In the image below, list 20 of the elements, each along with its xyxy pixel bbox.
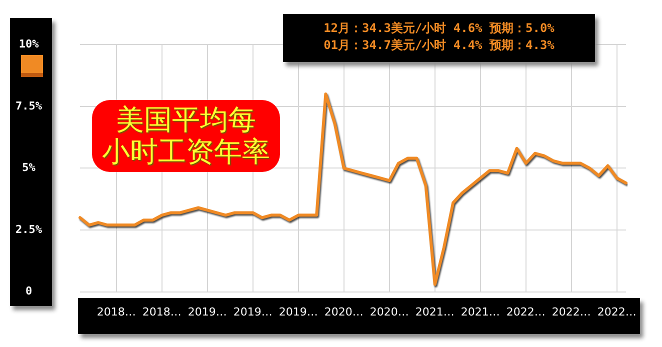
x-tick-label: 2022… [597, 305, 636, 318]
x-tick-label: 2018… [96, 305, 136, 318]
text: 12月：34.3美元/小时 4.6% 预期：5.0% [322, 20, 556, 37]
x-tick-label: 2020… [324, 305, 364, 318]
y-tick-label: 2.5% [16, 222, 42, 236]
x-tick-label: 2019… [233, 305, 272, 318]
x-tick-label: 2018… [142, 305, 182, 318]
x-tick-label: 2020… [370, 305, 409, 318]
y-tick-label: 0 [25, 284, 32, 298]
x-tick-label: 2021… [415, 305, 454, 318]
x-tick-label: 2022… [552, 305, 591, 318]
y-tick-label: 10% [18, 37, 40, 50]
x-tick-label: 2021… [460, 305, 500, 318]
annotation: 01月：34.7美元/小时 4.4% 预期：4.3% [322, 37, 556, 54]
y-tick-label: 7.5% [16, 99, 42, 112]
x-tick-label: 2019… [188, 305, 227, 318]
x-tick-label: 2019… [278, 305, 318, 318]
x-tick-label: 2022… [506, 305, 546, 318]
y-tick-label: 5% [22, 161, 36, 174]
text: 美国平均每小时工资年率 [102, 103, 270, 168]
